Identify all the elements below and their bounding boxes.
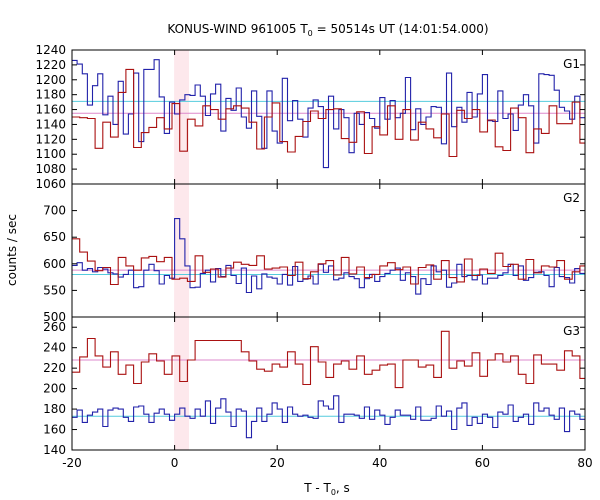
y-tick-label: 140 [43, 443, 66, 457]
y-tick-label: 1080 [35, 162, 66, 176]
highlight-band [174, 50, 189, 450]
y-tick-label: 180 [43, 402, 66, 416]
y-tick-label: 1240 [35, 43, 66, 57]
y-tick-label: 1140 [35, 117, 66, 131]
y-tick-label: 1160 [35, 103, 66, 117]
panel-frame [71, 183, 586, 318]
series-step-line [72, 68, 585, 158]
panels: 1060108011001120114011601180120012201240… [35, 43, 586, 457]
series-step-line [72, 218, 585, 295]
y-tick-label: 1180 [35, 88, 66, 102]
y-tick-label: 1120 [35, 132, 66, 146]
y-tick-label: 1060 [35, 177, 66, 191]
x-tick-label: 60 [475, 456, 490, 470]
x-axis-ticks: -20 0 20 40 60 80 [62, 456, 592, 470]
y-axis-label: counts / sec [5, 214, 19, 286]
x-tick-label: -20 [62, 456, 82, 470]
x-tick-label: 80 [577, 456, 592, 470]
panel-frame [71, 316, 586, 451]
y-tick-label: 1200 [35, 73, 66, 87]
y-tick-label: 600 [43, 257, 66, 271]
y-tick-label: 160 [43, 423, 66, 437]
series-step-line [72, 395, 585, 439]
chart-title: KONUS-WIND 961005 T0 = 50514s UT (14:01:… [167, 22, 488, 38]
x-tick-label: 0 [171, 456, 179, 470]
y-tick-label: 260 [43, 320, 66, 334]
y-tick-label: 220 [43, 361, 66, 375]
panel-label: G1 [563, 57, 580, 71]
x-tick-label: 40 [372, 456, 387, 470]
y-tick-label: 700 [43, 204, 66, 218]
panel-label: G2 [563, 191, 580, 205]
panel-g1: 1060108011001120114011601180120012201240… [35, 43, 586, 191]
panel-g3: 140 160 180 200 220 240 260 G3 [43, 316, 586, 457]
y-tick-label: 550 [43, 283, 66, 297]
y-tick-label: 1100 [35, 147, 66, 161]
panel-g2: 500 550 600 650 700 G2 [43, 183, 586, 324]
x-axis-label: T - T0, s [303, 481, 350, 497]
y-tick-label: 240 [43, 341, 66, 355]
y-tick-label: 1220 [35, 58, 66, 72]
x-tick-label: 20 [270, 456, 285, 470]
series-step-line [72, 330, 585, 389]
series-step-line [72, 238, 585, 286]
series-step-line [72, 59, 585, 169]
panel-label: G3 [563, 324, 580, 338]
y-tick-label: 500 [43, 310, 66, 324]
y-tick-label: 200 [43, 382, 66, 396]
y-tick-label: 650 [43, 230, 66, 244]
